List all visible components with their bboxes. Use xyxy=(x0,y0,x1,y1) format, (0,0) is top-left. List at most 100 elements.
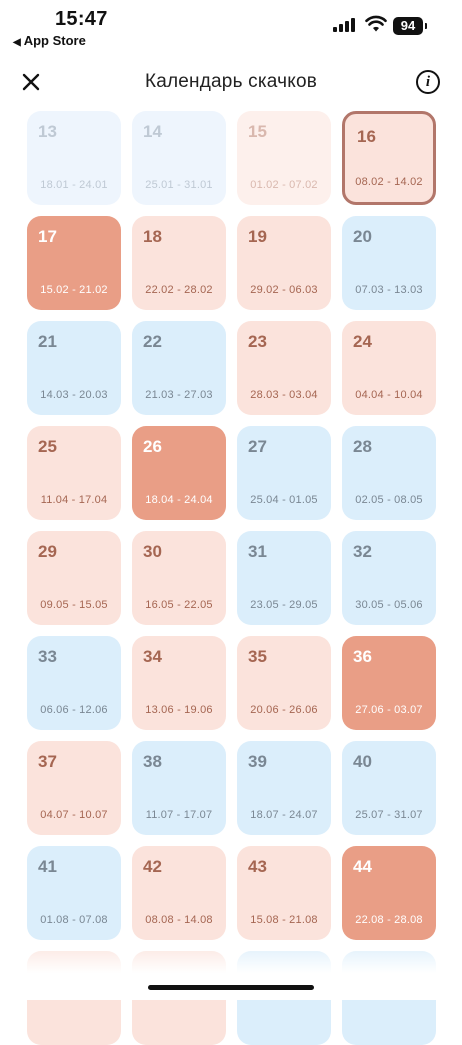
week-number: 39 xyxy=(248,752,267,771)
navigation-bar: Календарь скачков i xyxy=(0,60,462,104)
week-number: 30 xyxy=(143,542,162,561)
week-number: 29 xyxy=(38,542,57,561)
week-number: 21 xyxy=(38,332,57,351)
week-number: 13 xyxy=(38,122,57,141)
week-cell[interactable]: 28 02.05 - 08.05 xyxy=(342,426,436,520)
week-date-range: 18.01 - 24.01 xyxy=(40,179,108,191)
info-icon[interactable]: i xyxy=(416,70,440,94)
week-cell[interactable]: 18 22.02 - 28.02 xyxy=(132,216,226,310)
week-number: 42 xyxy=(143,857,162,876)
week-date-range: 23.05 - 29.05 xyxy=(250,599,318,611)
week-date-range: 28.03 - 03.04 xyxy=(250,389,318,401)
week-cell[interactable]: 31 23.05 - 29.05 xyxy=(237,531,331,625)
week-cell[interactable]: 30 16.05 - 22.05 xyxy=(132,531,226,625)
week-date-range: 14.03 - 20.03 xyxy=(40,389,108,401)
week-cell[interactable]: 29 09.05 - 15.05 xyxy=(27,531,121,625)
week-cell[interactable]: 37 04.07 - 10.07 xyxy=(27,741,121,835)
week-number: 20 xyxy=(353,227,372,246)
week-cell[interactable]: 44 22.08 - 28.08 xyxy=(342,846,436,940)
week-number: 15 xyxy=(248,122,267,141)
week-number: 36 xyxy=(353,647,372,666)
week-cell[interactable]: 42 08.08 - 14.08 xyxy=(132,846,226,940)
week-date-range: 09.05 - 15.05 xyxy=(40,599,108,611)
week-number: 38 xyxy=(143,752,162,771)
week-cell[interactable]: 22 21.03 - 27.03 xyxy=(132,321,226,415)
week-cell[interactable]: 25 11.04 - 17.04 xyxy=(27,426,121,520)
week-date-range: 25.07 - 31.07 xyxy=(355,809,423,821)
week-number: 35 xyxy=(248,647,267,666)
week-date-range: 11.07 - 17.07 xyxy=(145,809,213,821)
week-cell[interactable]: 19 29.02 - 06.03 xyxy=(237,216,331,310)
week-number: 26 xyxy=(143,437,162,456)
week-cell[interactable]: 20 07.03 - 13.03 xyxy=(342,216,436,310)
week-date-range: 15.08 - 21.08 xyxy=(250,914,318,926)
week-date-range: 21.03 - 27.03 xyxy=(145,389,213,401)
week-date-range: 07.03 - 13.03 xyxy=(355,284,423,296)
week-number: 41 xyxy=(38,857,57,876)
week-cell[interactable]: 33 06.06 - 12.06 xyxy=(27,636,121,730)
battery-icon: 94 xyxy=(393,17,423,35)
week-cell[interactable]: 14 25.01 - 31.01 xyxy=(132,111,226,205)
home-indicator xyxy=(148,985,314,990)
back-triangle-icon: ◀ xyxy=(13,37,21,48)
week-date-range: 25.04 - 01.05 xyxy=(250,494,318,506)
week-number: 19 xyxy=(248,227,267,246)
week-cell[interactable]: 32 30.05 - 05.06 xyxy=(342,531,436,625)
week-number: 32 xyxy=(353,542,372,561)
week-number: 25 xyxy=(38,437,57,456)
week-cell[interactable]: 38 11.07 - 17.07 xyxy=(132,741,226,835)
week-date-range: 01.08 - 07.08 xyxy=(40,914,108,926)
week-number: 34 xyxy=(143,647,162,666)
wifi-icon xyxy=(365,15,387,32)
week-number: 14 xyxy=(143,122,162,141)
week-cell[interactable]: 34 13.06 - 19.06 xyxy=(132,636,226,730)
week-date-range: 15.02 - 21.02 xyxy=(40,284,108,296)
week-date-range: 29.02 - 06.03 xyxy=(250,284,318,296)
week-cell[interactable]: 35 20.06 - 26.06 xyxy=(237,636,331,730)
week-date-range: 02.05 - 08.05 xyxy=(355,494,423,506)
week-date-range: 06.06 - 12.06 xyxy=(40,704,108,716)
close-icon[interactable] xyxy=(18,69,44,95)
week-cell[interactable]: 21 14.03 - 20.03 xyxy=(27,321,121,415)
week-number: 22 xyxy=(143,332,162,351)
back-to-app-store[interactable]: ◀ App Store xyxy=(13,33,86,48)
week-number: 43 xyxy=(248,857,267,876)
week-cell[interactable]: 23 28.03 - 03.04 xyxy=(237,321,331,415)
week-cell[interactable]: 36 27.06 - 03.07 xyxy=(342,636,436,730)
week-cell[interactable]: 41 01.08 - 07.08 xyxy=(27,846,121,940)
week-date-range: 08.08 - 14.08 xyxy=(145,914,213,926)
week-number: 33 xyxy=(38,647,57,666)
week-cell[interactable]: 17 15.02 - 21.02 xyxy=(27,216,121,310)
week-number: 18 xyxy=(143,227,162,246)
week-date-range: 25.01 - 31.01 xyxy=(145,179,213,191)
week-date-range: 22.02 - 28.02 xyxy=(145,284,213,296)
week-cell[interactable]: 40 25.07 - 31.07 xyxy=(342,741,436,835)
page-title: Календарь скачков xyxy=(144,71,318,92)
week-date-range: 27.06 - 03.07 xyxy=(355,704,423,716)
week-date-range: 08.02 - 14.02 xyxy=(355,176,423,188)
week-date-range: 04.07 - 10.07 xyxy=(40,809,108,821)
week-cell[interactable]: 24 04.04 - 10.04 xyxy=(342,321,436,415)
week-date-range: 20.06 - 26.06 xyxy=(250,704,318,716)
week-date-range: 18.07 - 24.07 xyxy=(250,809,318,821)
week-date-range: 13.06 - 19.06 xyxy=(145,704,213,716)
battery-tip xyxy=(425,23,427,29)
week-cell[interactable]: 27 25.04 - 01.05 xyxy=(237,426,331,520)
week-number: 37 xyxy=(38,752,57,771)
week-cell[interactable]: 13 18.01 - 24.01 xyxy=(27,111,121,205)
week-number: 28 xyxy=(353,437,372,456)
week-number: 44 xyxy=(353,857,372,876)
week-number: 17 xyxy=(38,227,57,246)
status-bar: 15:47 ◀ App Store 94 xyxy=(0,0,462,52)
week-cell[interactable]: 16 08.02 - 14.02 xyxy=(342,111,436,205)
week-cell[interactable]: 26 18.04 - 24.04 xyxy=(132,426,226,520)
week-date-range: 04.04 - 10.04 xyxy=(355,389,423,401)
week-number: 31 xyxy=(248,542,267,561)
week-date-range: 01.02 - 07.02 xyxy=(250,179,318,191)
week-cell[interactable]: 43 15.08 - 21.08 xyxy=(237,846,331,940)
week-date-range: 18.04 - 24.04 xyxy=(145,494,213,506)
back-app-label: App Store xyxy=(23,33,86,48)
week-cell[interactable]: 15 01.02 - 07.02 xyxy=(237,111,331,205)
week-cell[interactable]: 39 18.07 - 24.07 xyxy=(237,741,331,835)
week-number: 24 xyxy=(353,332,372,351)
